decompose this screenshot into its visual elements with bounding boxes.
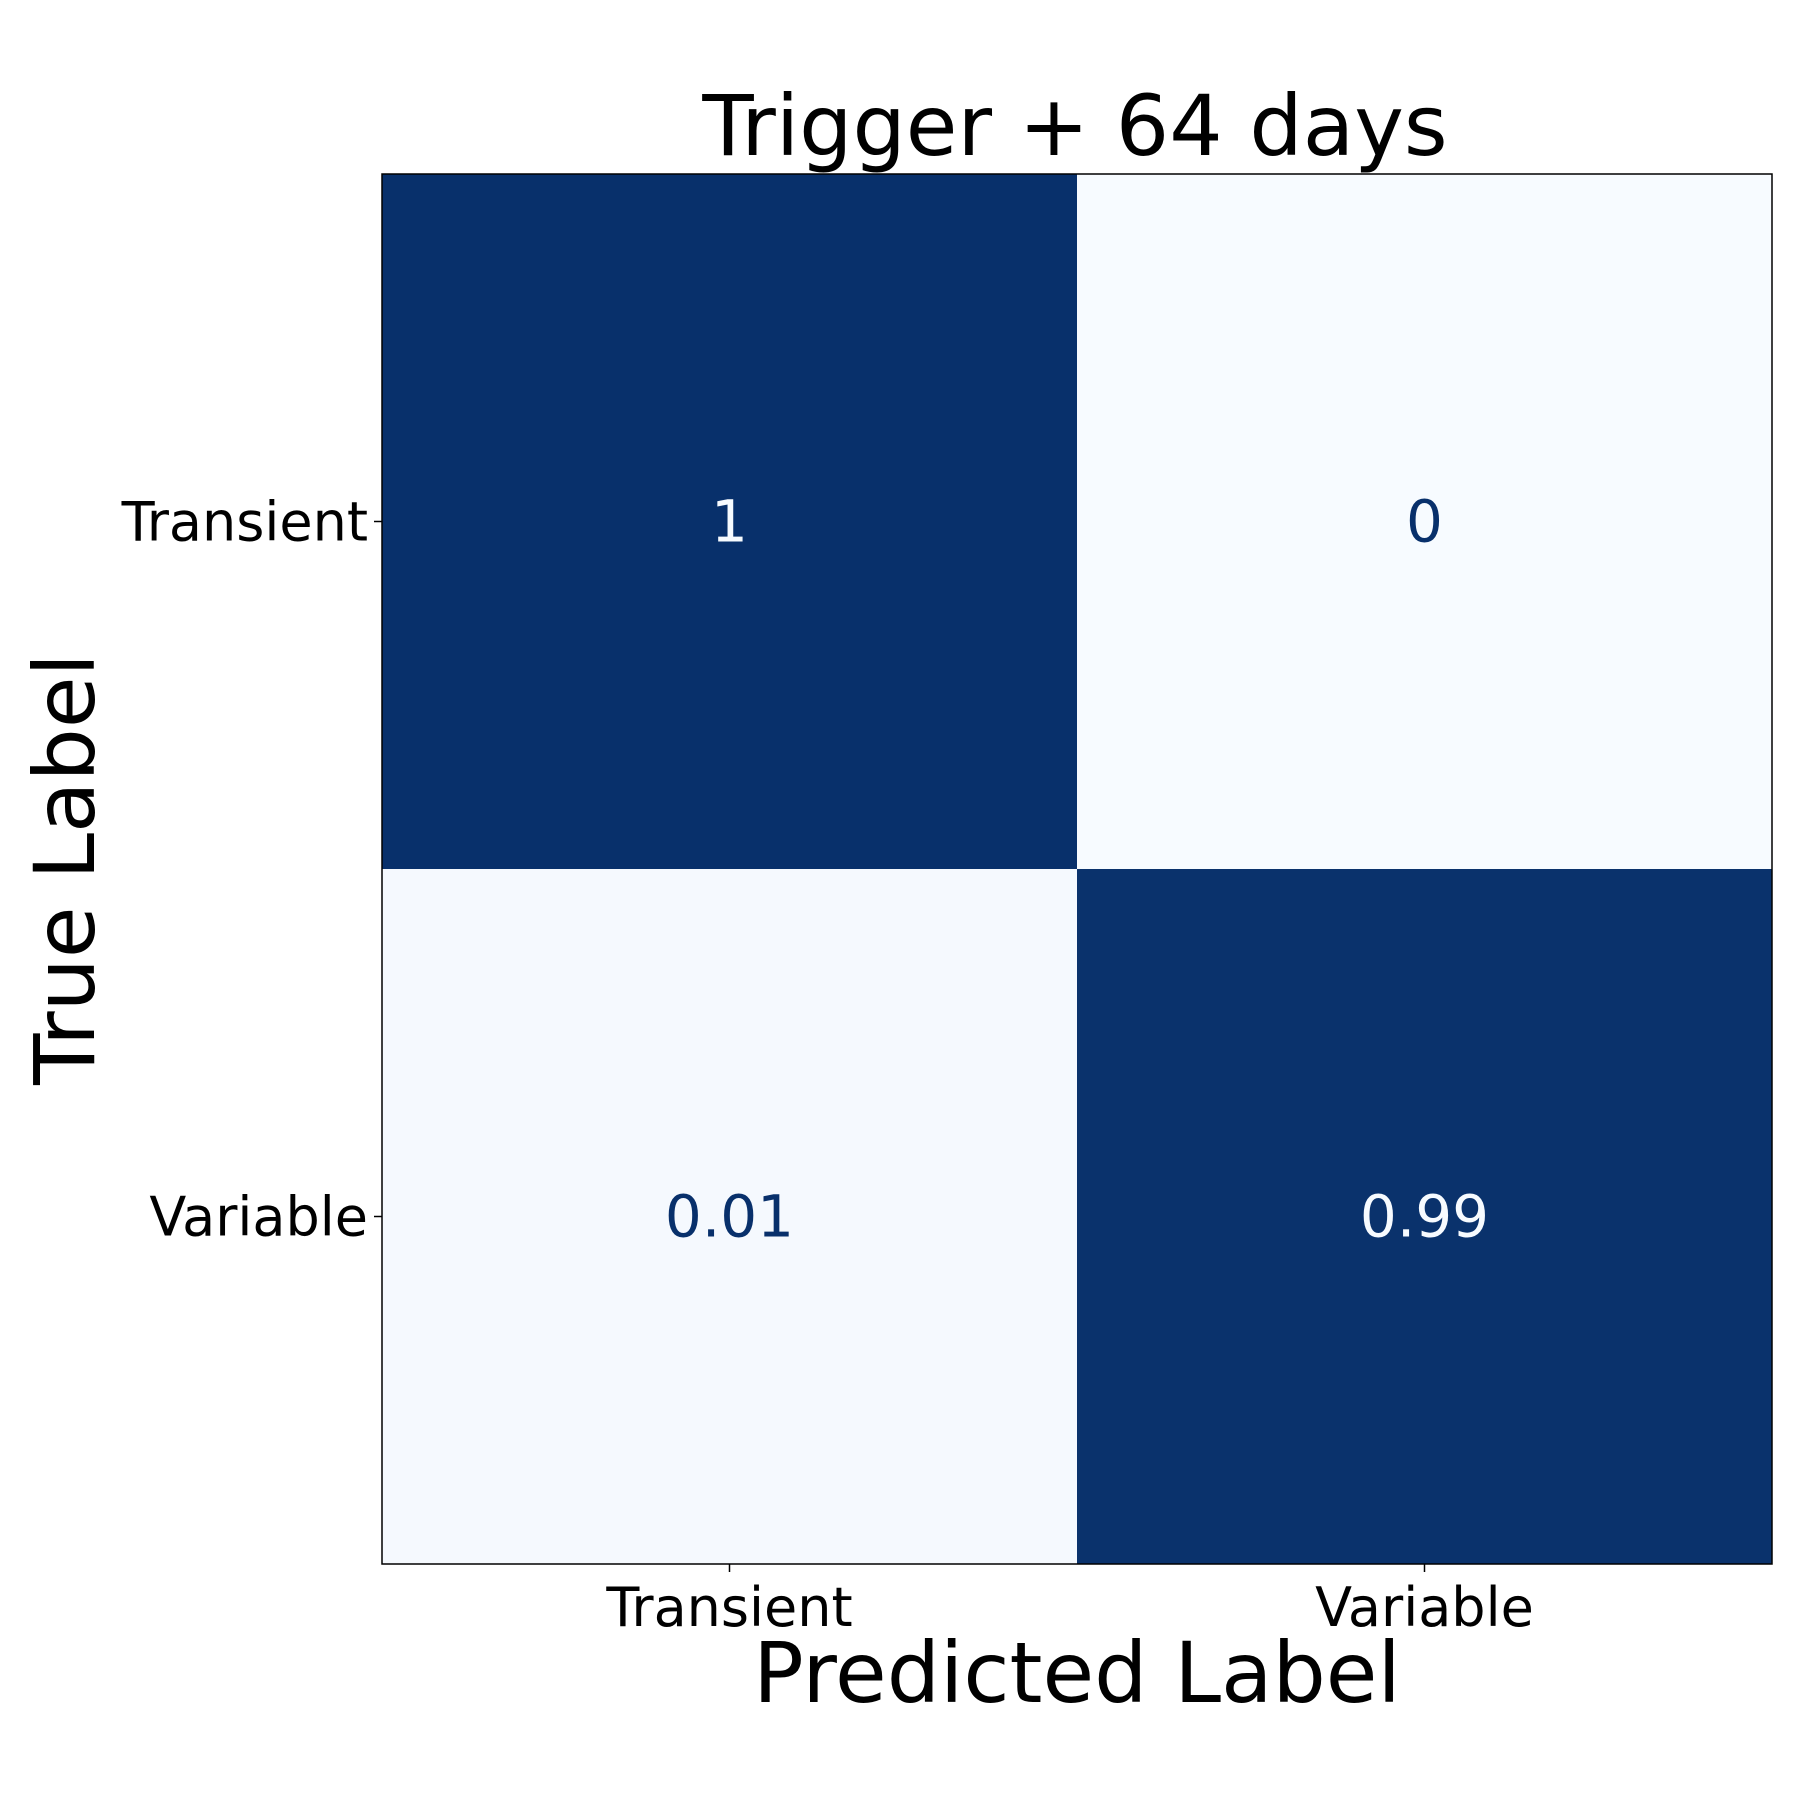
heatmap-cell-labels: 1 0 0.01 0.99	[665, 488, 1489, 1251]
heatmap-cells	[382, 174, 1772, 1564]
heatmap-cell-r1-c0	[382, 869, 1077, 1564]
cell-value-r1-c1: 0.99	[1360, 1183, 1489, 1251]
cell-value-r1-c0: 0.01	[665, 1183, 794, 1251]
x-tick-label-1: Variable	[1315, 1576, 1534, 1639]
y-tick-label-1: Variable	[149, 1186, 368, 1249]
x-axis-label: Predicted Label	[753, 1624, 1401, 1722]
heatmap-cell-r0-c1	[1077, 174, 1772, 869]
heatmap-cell-r0-c0	[382, 174, 1077, 869]
y-axis-ticks: Transient Variable	[121, 491, 382, 1249]
plot-frame	[381, 173, 1773, 1565]
cell-value-r0-c0: 1	[711, 488, 748, 556]
y-axis-label: True Label	[16, 653, 114, 1086]
heatmap-cell-r1-c1	[1077, 869, 1772, 1564]
x-axis-ticks: Transient Variable	[605, 1564, 1534, 1639]
x-tick-label-0: Transient	[605, 1576, 852, 1639]
cell-value-r0-c1: 0	[1406, 488, 1443, 556]
y-tick-label-0: Transient	[121, 491, 368, 554]
chart-title: Trigger + 64 days	[701, 77, 1447, 175]
